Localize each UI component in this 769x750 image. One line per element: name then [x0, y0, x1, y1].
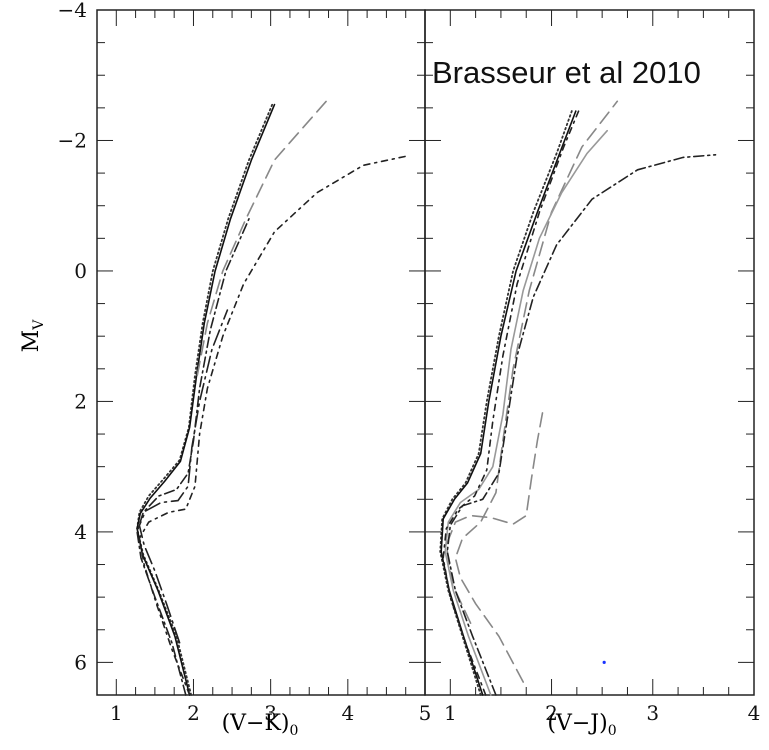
- x-tick-label: 3: [646, 701, 659, 725]
- series-line-3: [196, 100, 327, 377]
- series-line-3: [445, 407, 545, 624]
- series-line-5: [444, 129, 608, 696]
- left-panel: 1 2 3 4 5 −4 −2 0 2 4 6: [58, 0, 432, 725]
- x-axis-label-right-main: (V−J): [547, 711, 607, 736]
- y-tick-label: 4: [74, 520, 87, 544]
- x-axis-label-right-sub: 0: [608, 723, 617, 739]
- y-tick-label: −4: [58, 0, 87, 22]
- series-line-1: [136, 103, 274, 696]
- x-tick-label: 5: [419, 701, 432, 725]
- x-tick-label: 1: [110, 701, 123, 725]
- y-tick-label: 6: [74, 650, 87, 674]
- citation-annotation: Brasseur et al 2010: [432, 55, 701, 90]
- panel-frame: [96, 9, 426, 696]
- y-tick-label: 2: [74, 389, 87, 413]
- x-tick-label: 3: [264, 701, 277, 725]
- data-point-marker: [602, 660, 606, 664]
- y-tick-label: −2: [58, 128, 87, 152]
- series-line-6: [446, 154, 717, 696]
- series-line-1: [439, 110, 573, 696]
- series-line-2: [136, 103, 276, 696]
- x-axis-label-right: (V−J)0: [547, 711, 616, 739]
- y-axis-label-main: M: [19, 330, 44, 353]
- series-line-7: [442, 107, 581, 696]
- series-line-2: [440, 110, 577, 696]
- series-line-6: [138, 154, 411, 696]
- x-axis-label-left-main: (V−K): [222, 711, 290, 736]
- x-axis-label-left: (V−K)0: [222, 711, 299, 739]
- right-panel: 1 2 3 4: [424, 9, 761, 725]
- x-tick-label: 2: [187, 701, 200, 725]
- panel-frame: [424, 9, 755, 696]
- x-axis-label-left-sub: 0: [290, 723, 299, 739]
- x-tick-label: 4: [748, 701, 761, 725]
- y-axis-label: MV: [19, 319, 47, 353]
- y-axis-label-sub: V: [31, 319, 47, 331]
- x-tick-label: 2: [545, 701, 558, 725]
- x-tick-label: 4: [341, 701, 354, 725]
- y-tick-label: 0: [74, 259, 87, 283]
- series-line-4: [454, 100, 619, 683]
- series-line-4: [136, 218, 250, 696]
- x-tick-label: 1: [444, 701, 457, 725]
